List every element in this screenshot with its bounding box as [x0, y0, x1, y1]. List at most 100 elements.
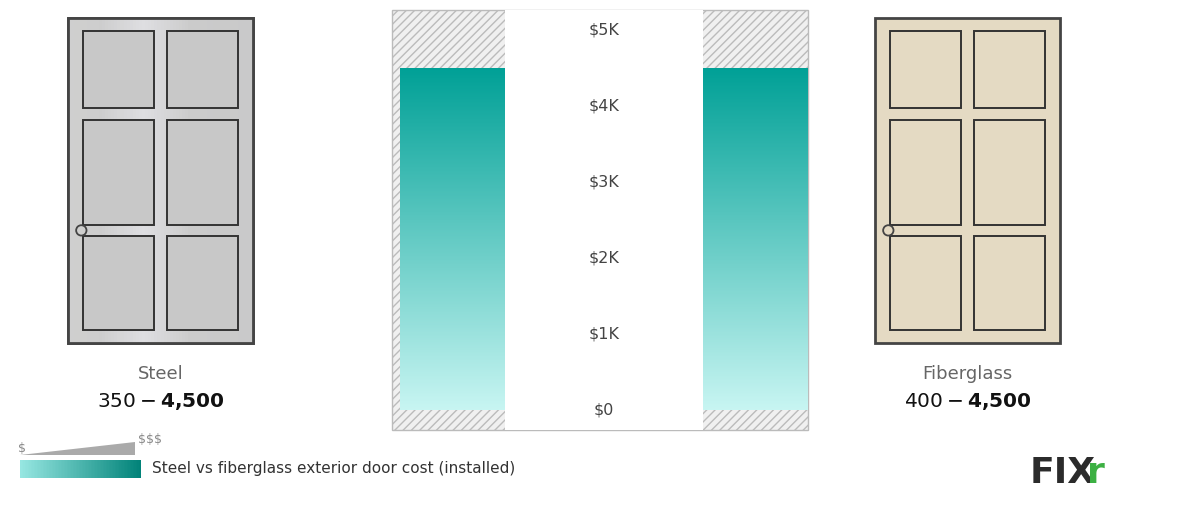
Bar: [703, 144, 808, 146]
Bar: [400, 226, 505, 228]
Bar: [42, 460, 44, 478]
Bar: [220, 18, 223, 343]
Bar: [400, 209, 505, 211]
Bar: [703, 368, 808, 369]
Bar: [703, 84, 808, 86]
Bar: [176, 18, 180, 343]
Bar: [130, 460, 132, 478]
Bar: [400, 175, 505, 177]
Bar: [703, 164, 808, 165]
Bar: [703, 174, 808, 175]
Bar: [703, 262, 808, 264]
Bar: [400, 162, 505, 163]
Bar: [703, 134, 808, 136]
Bar: [703, 198, 808, 200]
Bar: [108, 460, 110, 478]
Bar: [47, 460, 49, 478]
Bar: [108, 18, 112, 343]
Bar: [400, 250, 505, 252]
Bar: [703, 136, 808, 138]
Bar: [400, 342, 505, 343]
Bar: [703, 358, 808, 359]
Text: $400 - $4,500: $400 - $4,500: [904, 391, 1031, 412]
Bar: [703, 87, 808, 89]
Bar: [400, 323, 505, 325]
Bar: [703, 142, 808, 144]
Bar: [102, 18, 106, 343]
Bar: [703, 110, 808, 112]
Bar: [86, 18, 90, 343]
Text: $0: $0: [594, 403, 614, 418]
Bar: [703, 329, 808, 331]
Bar: [400, 204, 505, 205]
Bar: [148, 18, 152, 343]
Bar: [400, 144, 505, 146]
Bar: [400, 255, 505, 256]
Bar: [703, 300, 808, 301]
Bar: [400, 169, 505, 171]
Bar: [703, 342, 808, 343]
Bar: [703, 279, 808, 281]
Bar: [703, 109, 808, 111]
Bar: [703, 152, 808, 154]
Bar: [703, 320, 808, 322]
Bar: [890, 120, 961, 225]
Bar: [100, 460, 102, 478]
Bar: [703, 357, 808, 358]
Bar: [400, 377, 505, 379]
Bar: [703, 261, 808, 262]
Bar: [60, 460, 62, 478]
Bar: [38, 460, 40, 478]
Bar: [400, 183, 505, 185]
Bar: [71, 18, 76, 343]
Bar: [138, 460, 140, 478]
Bar: [110, 460, 112, 478]
Bar: [400, 382, 505, 383]
Bar: [703, 181, 808, 183]
Text: $2K: $2K: [588, 250, 619, 266]
Bar: [400, 70, 505, 72]
Bar: [974, 236, 1045, 330]
Bar: [400, 171, 505, 172]
Bar: [400, 223, 505, 225]
Bar: [703, 131, 808, 132]
Bar: [400, 392, 505, 393]
Bar: [400, 71, 505, 73]
Bar: [400, 135, 505, 137]
Bar: [96, 460, 98, 478]
Bar: [84, 18, 88, 343]
Bar: [703, 390, 808, 392]
Bar: [400, 182, 505, 184]
Bar: [703, 188, 808, 189]
Bar: [107, 460, 109, 478]
Bar: [400, 134, 505, 136]
Bar: [400, 118, 505, 120]
Bar: [703, 190, 808, 192]
Bar: [400, 341, 505, 342]
Bar: [400, 370, 505, 372]
Bar: [703, 203, 808, 204]
Bar: [400, 269, 505, 270]
Bar: [241, 18, 245, 343]
Bar: [703, 281, 808, 283]
Bar: [191, 18, 196, 343]
Bar: [400, 189, 505, 190]
Bar: [30, 460, 32, 478]
Bar: [400, 298, 505, 300]
Bar: [194, 18, 198, 343]
Bar: [703, 124, 808, 126]
Bar: [400, 240, 505, 242]
Bar: [400, 210, 505, 212]
Bar: [703, 147, 808, 148]
Bar: [703, 328, 808, 329]
Bar: [163, 18, 168, 343]
Bar: [400, 282, 505, 284]
Bar: [106, 460, 108, 478]
Bar: [400, 153, 505, 155]
Bar: [703, 200, 808, 202]
Bar: [703, 277, 808, 278]
Bar: [400, 407, 505, 408]
Bar: [703, 383, 808, 384]
Text: $3K: $3K: [589, 174, 619, 189]
Bar: [400, 117, 505, 119]
